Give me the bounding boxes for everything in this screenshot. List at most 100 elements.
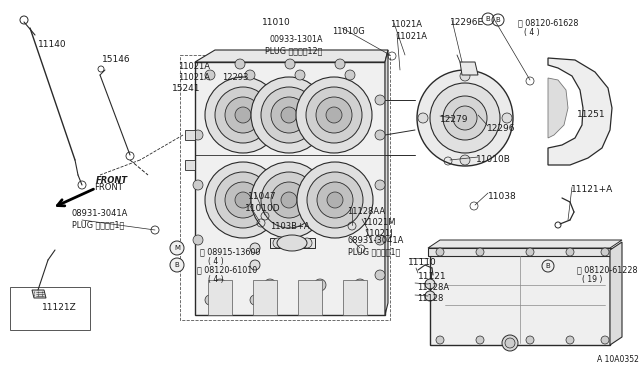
Circle shape <box>375 235 385 245</box>
Circle shape <box>316 97 352 133</box>
Circle shape <box>170 258 184 272</box>
Polygon shape <box>428 248 612 256</box>
Circle shape <box>296 77 372 153</box>
Circle shape <box>436 248 444 256</box>
Circle shape <box>300 295 310 305</box>
Circle shape <box>317 182 353 218</box>
Circle shape <box>502 335 518 351</box>
Circle shape <box>271 182 307 218</box>
Text: 12279: 12279 <box>440 115 468 124</box>
Text: 11121+A: 11121+A <box>571 185 613 194</box>
Circle shape <box>460 155 470 165</box>
Text: B: B <box>546 263 550 269</box>
Circle shape <box>306 87 362 143</box>
Circle shape <box>235 59 245 69</box>
Circle shape <box>350 295 360 305</box>
Polygon shape <box>208 280 232 315</box>
Text: 11010B: 11010B <box>476 155 511 164</box>
Text: 12296: 12296 <box>487 124 515 133</box>
Text: 11140: 11140 <box>38 40 67 49</box>
Circle shape <box>375 95 385 105</box>
Circle shape <box>354 279 366 291</box>
Polygon shape <box>270 238 315 248</box>
Text: 08931-3041A: 08931-3041A <box>348 236 404 245</box>
Circle shape <box>205 295 215 305</box>
Text: 11047: 11047 <box>248 192 276 201</box>
Circle shape <box>566 336 574 344</box>
Circle shape <box>425 291 435 301</box>
Circle shape <box>251 77 327 153</box>
Text: 11128AA: 11128AA <box>347 207 385 216</box>
Text: A 10A0352: A 10A0352 <box>597 355 639 364</box>
Polygon shape <box>298 280 322 315</box>
Circle shape <box>235 192 251 208</box>
Circle shape <box>307 172 363 228</box>
Circle shape <box>601 336 609 344</box>
Text: FRONT: FRONT <box>94 183 123 192</box>
Circle shape <box>205 77 281 153</box>
Circle shape <box>205 162 281 238</box>
Polygon shape <box>253 280 277 315</box>
Text: FRONT: FRONT <box>96 176 128 185</box>
Text: 11021A: 11021A <box>390 20 422 29</box>
Circle shape <box>302 238 312 248</box>
Text: 08931-3041A: 08931-3041A <box>72 209 129 218</box>
Ellipse shape <box>277 235 307 251</box>
Circle shape <box>327 192 343 208</box>
Text: 11121Z: 11121Z <box>42 303 77 312</box>
Circle shape <box>314 279 326 291</box>
Text: 11010D: 11010D <box>245 204 280 213</box>
Circle shape <box>250 260 260 270</box>
Circle shape <box>430 83 500 153</box>
Circle shape <box>193 130 203 140</box>
Circle shape <box>285 59 295 69</box>
Circle shape <box>281 192 297 208</box>
Text: ( 4 ): ( 4 ) <box>208 275 223 284</box>
Text: 15241: 15241 <box>172 84 200 93</box>
Polygon shape <box>548 78 568 138</box>
Circle shape <box>215 87 271 143</box>
Polygon shape <box>428 240 622 248</box>
Text: ( 4 ): ( 4 ) <box>208 257 223 266</box>
Text: 11128A: 11128A <box>417 283 449 292</box>
Polygon shape <box>195 50 388 62</box>
Text: PLUG プラグ（1）: PLUG プラグ（1） <box>348 247 400 256</box>
Text: 11021A: 11021A <box>178 62 210 71</box>
Circle shape <box>326 107 342 123</box>
Circle shape <box>601 248 609 256</box>
Text: 15146: 15146 <box>102 55 131 64</box>
Circle shape <box>271 97 307 133</box>
Circle shape <box>261 87 317 143</box>
Text: Ⓑ 08120-61228: Ⓑ 08120-61228 <box>577 265 637 274</box>
Circle shape <box>375 270 385 280</box>
Polygon shape <box>32 290 46 298</box>
Circle shape <box>261 172 317 228</box>
Circle shape <box>170 241 184 255</box>
Text: Ⓑ 08120-61010: Ⓑ 08120-61010 <box>197 265 257 274</box>
Polygon shape <box>460 62 478 75</box>
Circle shape <box>225 97 261 133</box>
Polygon shape <box>185 160 195 170</box>
Circle shape <box>425 279 435 289</box>
Circle shape <box>505 338 515 348</box>
Circle shape <box>250 295 260 305</box>
Text: 00933-1301A: 00933-1301A <box>270 35 323 44</box>
Circle shape <box>476 336 484 344</box>
Circle shape <box>225 182 261 218</box>
Circle shape <box>193 235 203 245</box>
Circle shape <box>502 113 512 123</box>
Text: PLUG プラグ（1）: PLUG プラグ（1） <box>72 220 124 229</box>
Circle shape <box>264 279 276 291</box>
Text: ( 19 ): ( 19 ) <box>582 275 602 284</box>
Circle shape <box>235 107 251 123</box>
Circle shape <box>453 106 477 130</box>
Text: 11021A: 11021A <box>395 32 427 41</box>
Text: 11038: 11038 <box>488 192 516 201</box>
Circle shape <box>215 172 271 228</box>
Polygon shape <box>385 50 388 315</box>
Circle shape <box>281 107 297 123</box>
Circle shape <box>460 71 470 81</box>
Text: 11251: 11251 <box>577 110 605 119</box>
Polygon shape <box>185 130 195 140</box>
Polygon shape <box>548 58 612 165</box>
